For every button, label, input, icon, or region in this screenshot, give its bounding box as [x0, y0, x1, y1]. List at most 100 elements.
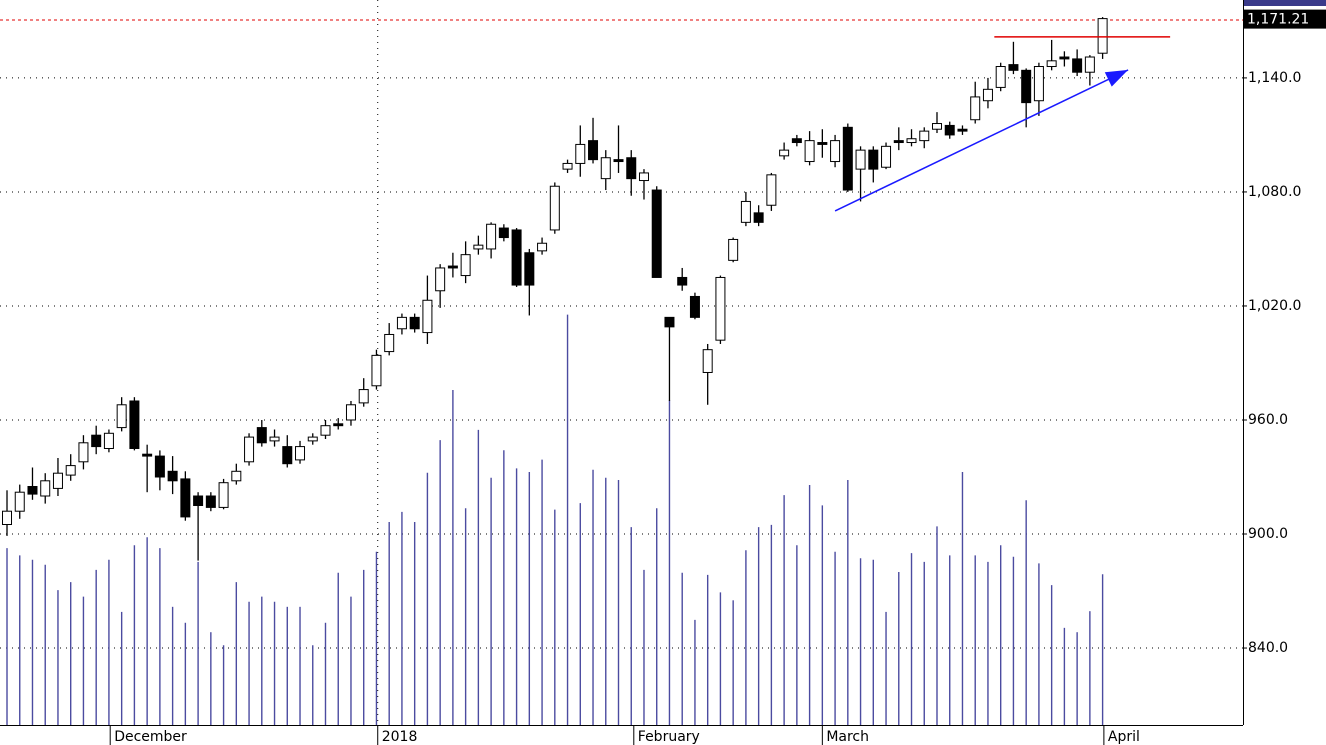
candle-body [1084, 56, 1095, 73]
candle-body [549, 185, 560, 231]
candle-body [931, 123, 942, 130]
candle-body [409, 316, 420, 330]
candle-body [562, 162, 573, 170]
candle-body [116, 404, 127, 429]
candle-body [193, 495, 204, 507]
candle-body [27, 486, 38, 495]
candle-body [689, 295, 700, 318]
candle-body [371, 354, 382, 387]
candle-body [154, 455, 165, 478]
candle-body [269, 436, 280, 442]
x-tick-label: February [638, 729, 700, 745]
candle-body [906, 138, 917, 144]
candle-body [588, 140, 599, 161]
candle-body [638, 172, 649, 182]
candle-body [231, 470, 242, 482]
candle-body [498, 227, 509, 239]
candle-body [537, 242, 548, 252]
candle-body [103, 432, 114, 449]
y-tick-label: 1,020.0 [1248, 298, 1301, 314]
candle-body [486, 223, 497, 250]
candle-body [14, 491, 25, 512]
candle-body [142, 453, 153, 457]
candle-body [664, 316, 675, 328]
candle-body [460, 254, 471, 277]
candle-body [702, 349, 713, 373]
x-tick-label: March [826, 729, 869, 745]
candle-body [384, 333, 395, 353]
clipped-label [1244, 0, 1326, 6]
candle-body [804, 140, 815, 163]
candle-body [881, 145, 892, 168]
candle-body [295, 446, 306, 461]
candle-body [842, 126, 853, 191]
candle-body [167, 470, 178, 482]
candle-body [435, 267, 446, 292]
candle-body [944, 124, 955, 136]
candle-body [715, 276, 726, 341]
y-tick-label: 960.0 [1248, 412, 1288, 428]
candle-body [982, 88, 993, 102]
candle-body [511, 229, 522, 286]
y-tick-label: 840.0 [1248, 640, 1288, 656]
candle-body [1097, 18, 1108, 54]
candle-body [677, 276, 688, 286]
candle-body [40, 480, 51, 497]
candle-body [817, 142, 828, 145]
candle-body [1072, 58, 1083, 73]
y-tick-label: 1,080.0 [1248, 184, 1301, 200]
last-price-label: 1,171.21 [1247, 12, 1309, 28]
candle-body [244, 436, 255, 463]
candle-body [575, 143, 586, 164]
candle-body [91, 434, 102, 448]
y-tick-label: 1,140.0 [1248, 70, 1301, 86]
candle-body [345, 404, 356, 421]
candle-body [995, 66, 1006, 88]
candle-body [218, 482, 229, 508]
candle-body [626, 157, 637, 180]
candle-body [957, 128, 968, 132]
candle-body [893, 140, 904, 144]
candle-body [205, 495, 216, 508]
candle-body [740, 200, 751, 223]
candle-body [728, 238, 739, 261]
candle-body [447, 265, 458, 269]
candle-body [333, 423, 344, 427]
candle-body [830, 140, 841, 163]
candle-body [855, 149, 866, 170]
candle-body [651, 189, 662, 278]
candle-body [868, 149, 879, 170]
candle-body [766, 174, 777, 206]
candle-body [282, 446, 293, 465]
candle-body [1008, 64, 1019, 71]
candle-body [1059, 56, 1070, 60]
candle-body [52, 472, 63, 489]
candle-body [180, 478, 191, 518]
candle-body [2, 510, 13, 526]
candle-body [358, 389, 369, 404]
candle-body [256, 427, 267, 444]
x-tick-label: April [1108, 729, 1140, 745]
candle-body [307, 436, 318, 442]
candle-body [473, 244, 484, 250]
candle-body [396, 316, 407, 330]
candle-body [970, 96, 981, 121]
candle-body [320, 425, 331, 436]
candle-body [613, 159, 624, 163]
candle-body [1046, 60, 1057, 68]
candle-body [1021, 69, 1032, 104]
candle-body [919, 130, 930, 142]
candle-body [422, 299, 433, 334]
trend-line [834, 69, 1129, 212]
candle-body [524, 252, 535, 286]
candle-body [65, 465, 76, 476]
candle-body [753, 212, 764, 223]
x-tick-label: December [114, 729, 187, 745]
x-tick-label: 2018 [382, 729, 418, 745]
candle-body [600, 157, 611, 180]
candle-body [1033, 66, 1044, 102]
candle-body [779, 149, 790, 157]
candle-body [78, 442, 89, 463]
